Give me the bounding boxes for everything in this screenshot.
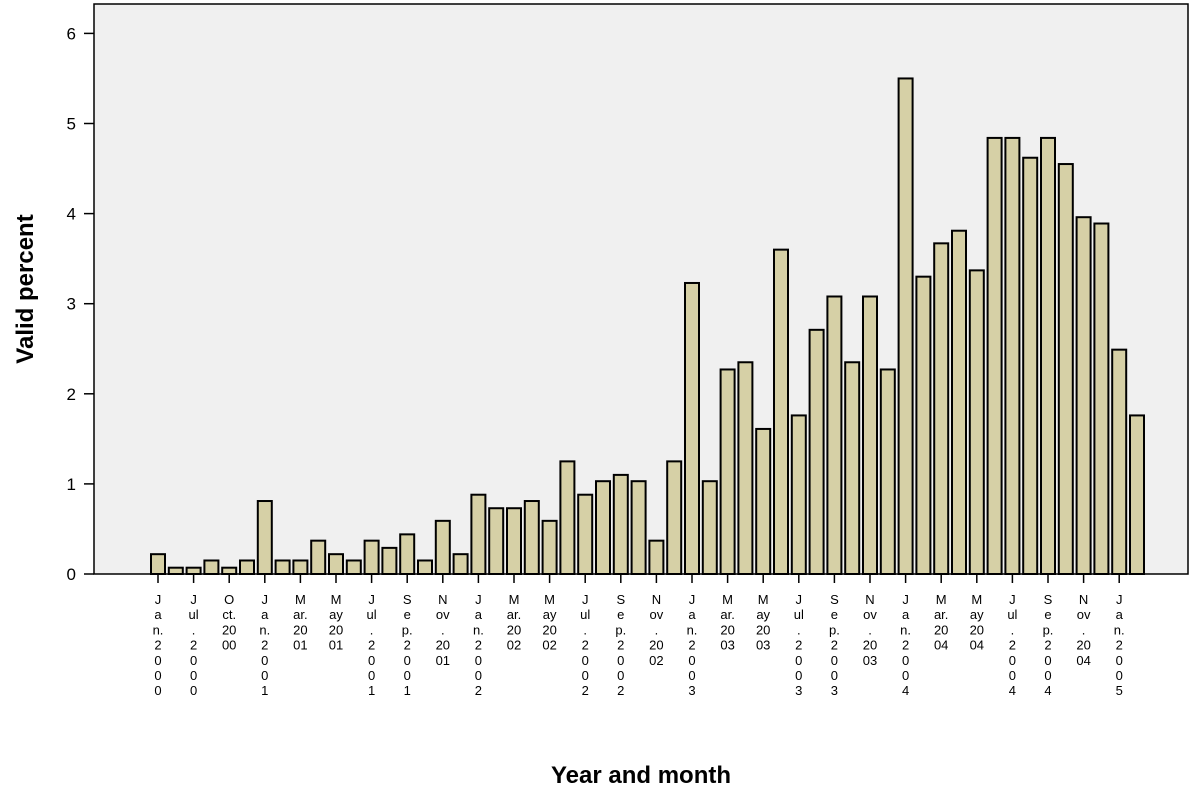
- bar: [274, 559, 291, 575]
- bar: [773, 248, 789, 575]
- bar: [790, 414, 807, 576]
- bar: [1040, 136, 1056, 576]
- bar: [434, 519, 451, 576]
- bar: [951, 229, 967, 575]
- bar: [826, 295, 843, 575]
- y-tick-label: 4: [67, 205, 76, 224]
- bar: [399, 533, 416, 576]
- bar: [737, 361, 754, 576]
- bars-group: [150, 77, 1145, 576]
- bar: [577, 493, 594, 576]
- bar: [1129, 414, 1145, 576]
- bar: [666, 460, 683, 575]
- bar: [523, 500, 540, 576]
- bar: [381, 546, 398, 575]
- bar: [150, 553, 166, 575]
- bar: [879, 368, 896, 575]
- bar: [1057, 163, 1074, 575]
- bar: [185, 566, 202, 575]
- bar: [417, 559, 433, 575]
- bar: [363, 539, 380, 576]
- bar: [701, 480, 718, 575]
- bar: [808, 328, 825, 576]
- bar: [256, 500, 273, 576]
- bar: [488, 507, 505, 575]
- x-axis-title: Year and month: [551, 762, 731, 789]
- bar: [612, 473, 629, 576]
- bar: [328, 553, 344, 575]
- bar: [345, 559, 362, 575]
- bar: [897, 77, 914, 575]
- bar: [310, 539, 327, 576]
- bar: [1022, 156, 1039, 575]
- bar: [719, 368, 736, 575]
- y-tick-label: 1: [67, 475, 76, 494]
- y-tick-label: 2: [67, 385, 76, 404]
- bar: [595, 480, 611, 575]
- bar: [1111, 348, 1128, 575]
- y-axis: 0 1 2 3 4 5 6: [67, 24, 94, 584]
- bar: [968, 269, 985, 575]
- y-axis-title: Valid percent: [12, 214, 39, 363]
- bar: [452, 553, 469, 575]
- bar: [221, 566, 238, 575]
- bar: [292, 559, 309, 575]
- bar: [1093, 222, 1110, 576]
- bar: [541, 519, 558, 576]
- y-tick-label: 6: [67, 24, 76, 43]
- bar: [1075, 216, 1092, 575]
- bar: [862, 295, 878, 575]
- bar: [1004, 136, 1021, 576]
- bar: [684, 281, 700, 575]
- bar: [933, 242, 950, 575]
- bar: [986, 136, 1003, 576]
- bar: [559, 460, 576, 575]
- bar: [755, 427, 772, 575]
- y-tick-label: 3: [67, 295, 76, 314]
- bar: [648, 539, 665, 576]
- bar: [239, 559, 255, 575]
- y-tick-label: 5: [67, 115, 76, 134]
- bar: [915, 275, 932, 575]
- bar: [470, 493, 487, 576]
- bar: [167, 566, 184, 575]
- bar: [203, 559, 220, 575]
- y-tick-label: 0: [67, 565, 76, 584]
- bar: [630, 480, 647, 575]
- bar: [844, 361, 861, 576]
- bar: [506, 507, 522, 575]
